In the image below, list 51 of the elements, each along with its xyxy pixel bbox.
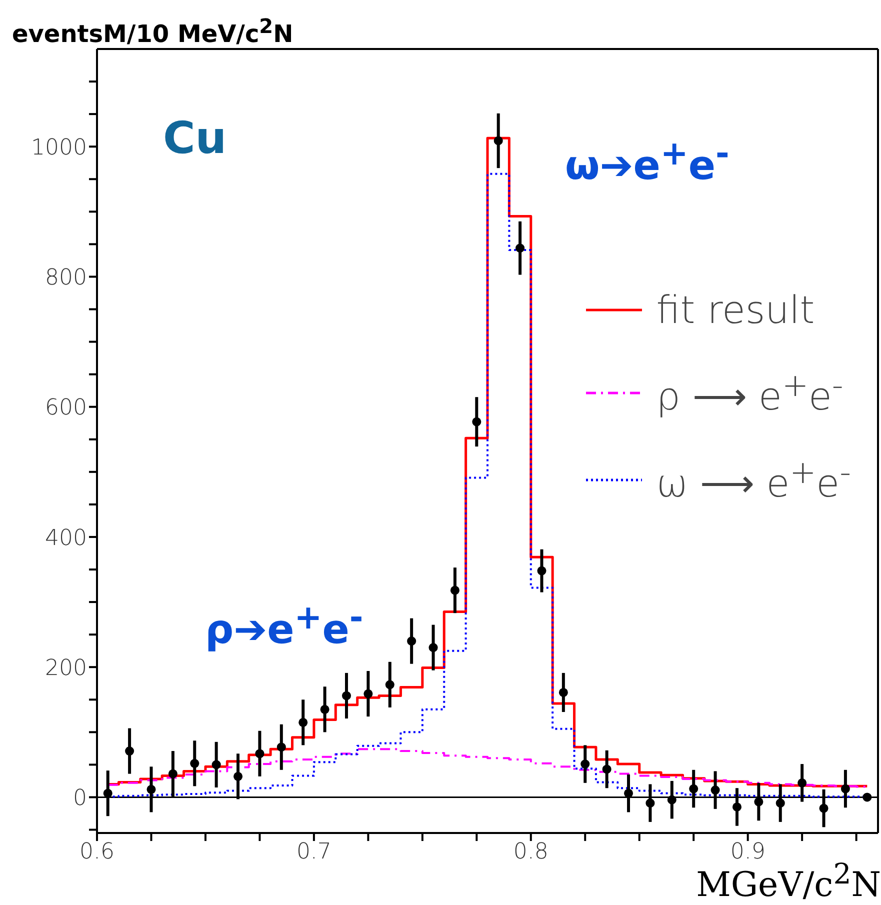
x-tick-label: 0.6 (80, 840, 114, 865)
legend-label: ρ ⟶ e$^{+}$e$^{-}$ (656, 368, 844, 419)
point (819, 804, 828, 813)
annotation: ω➔e$^{+}$e$^{-}$ (565, 134, 730, 190)
point (364, 689, 373, 698)
point (146, 784, 156, 794)
point (862, 792, 872, 802)
annotation: ρ➔e$^{+}$e$^{-}$ (205, 598, 364, 654)
point (798, 778, 807, 788)
point (407, 636, 416, 646)
point (537, 566, 546, 576)
point (342, 691, 351, 700)
point (602, 764, 612, 774)
point (689, 784, 698, 794)
y-tick-label: 600 (45, 396, 87, 421)
point (320, 704, 330, 714)
point (667, 795, 676, 804)
point (125, 746, 134, 756)
y-tick-label: 400 (45, 526, 87, 551)
point (450, 586, 460, 595)
annotation: Cu (163, 113, 227, 164)
point (255, 749, 264, 758)
point (732, 802, 742, 812)
point (580, 760, 590, 769)
point (754, 797, 764, 806)
point (776, 798, 785, 808)
point (646, 798, 655, 808)
point (103, 788, 112, 798)
point (385, 680, 394, 690)
x-tick-label: 0.7 (296, 840, 332, 865)
point (428, 643, 438, 652)
y-axis-title: eventsM/10 MeV/c$^{2}$N (12, 14, 294, 48)
point (840, 784, 850, 794)
x-tick-label: 0.8 (513, 840, 548, 865)
point (472, 417, 482, 426)
y-tick-label: 200 (45, 656, 87, 681)
y-tick-label: 1000 (31, 135, 87, 160)
point (710, 786, 720, 795)
point (276, 742, 286, 752)
point (168, 769, 178, 778)
point (234, 772, 243, 781)
legend-label: fit result (656, 288, 815, 332)
point (558, 688, 568, 697)
legend-label: ω ⟶ e$^{+}$e$^{-}$ (656, 454, 851, 506)
point (190, 758, 200, 768)
y-tick-label: 0 (73, 786, 87, 812)
point (494, 136, 503, 146)
y-tick-label: 800 (45, 266, 87, 291)
point (212, 760, 221, 770)
point (516, 244, 525, 253)
point (298, 718, 308, 727)
